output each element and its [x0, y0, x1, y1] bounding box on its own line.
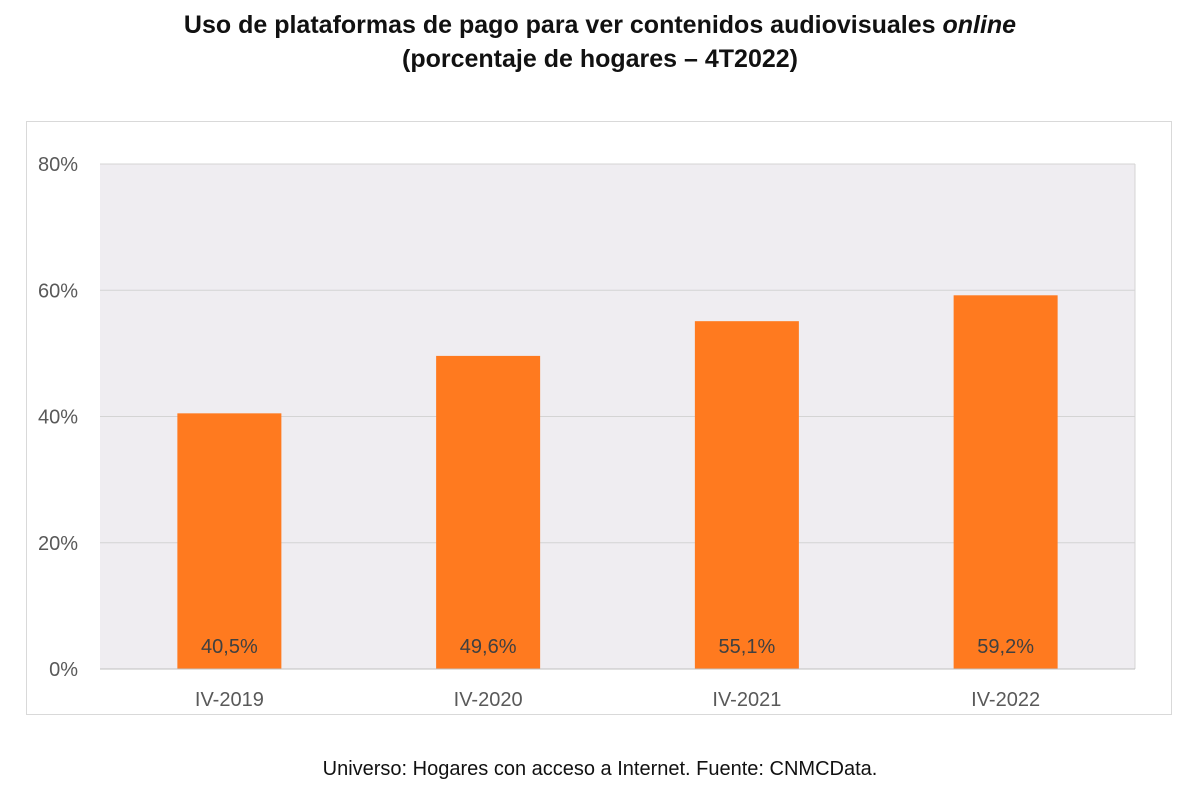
- y-tick-label: 60%: [38, 280, 78, 302]
- data-label: 59,2%: [977, 636, 1034, 658]
- data-label: 40,5%: [201, 636, 258, 658]
- source-note: Universo: Hogares con acceso a Internet.…: [322, 758, 878, 780]
- bar: [436, 355, 541, 669]
- bars: [177, 295, 1058, 669]
- y-tick-label: 80%: [38, 154, 78, 176]
- x-tick-label: IV-2022: [971, 689, 1040, 711]
- y-axis-ticks: 0% 20% 40% 60% 80%: [38, 154, 78, 681]
- x-tick-label: IV-2020: [454, 689, 523, 711]
- x-tick-label: IV-2019: [195, 689, 264, 711]
- bar: [694, 321, 799, 669]
- chart-title-main: Uso de plataformas de pago para ver cont…: [183, 11, 943, 39]
- x-tick-label: IV-2021: [712, 689, 781, 711]
- chart-subtitle: (porcentaje de hogares – 4T2022): [402, 45, 798, 73]
- y-tick-label: 0%: [49, 659, 78, 681]
- bar: [177, 413, 282, 669]
- chart-title: Uso de plataformas de pago para ver cont…: [0, 8, 1200, 76]
- y-tick-label: 20%: [38, 533, 78, 555]
- data-label: 49,6%: [460, 636, 517, 658]
- y-tick-label: 40%: [38, 407, 78, 429]
- data-label: 55,1%: [719, 636, 776, 658]
- bar: [953, 295, 1058, 669]
- chart-title-line1: Uso de plataformas de pago para ver cont…: [0, 8, 1200, 42]
- chart-title-italic: online: [942, 11, 1017, 39]
- x-axis-ticks: IV-2019 IV-2020 IV-2021 IV-2022: [100, 668, 1135, 711]
- data-labels: 40,5% 49,6% 55,1% 59,2%: [201, 636, 1034, 658]
